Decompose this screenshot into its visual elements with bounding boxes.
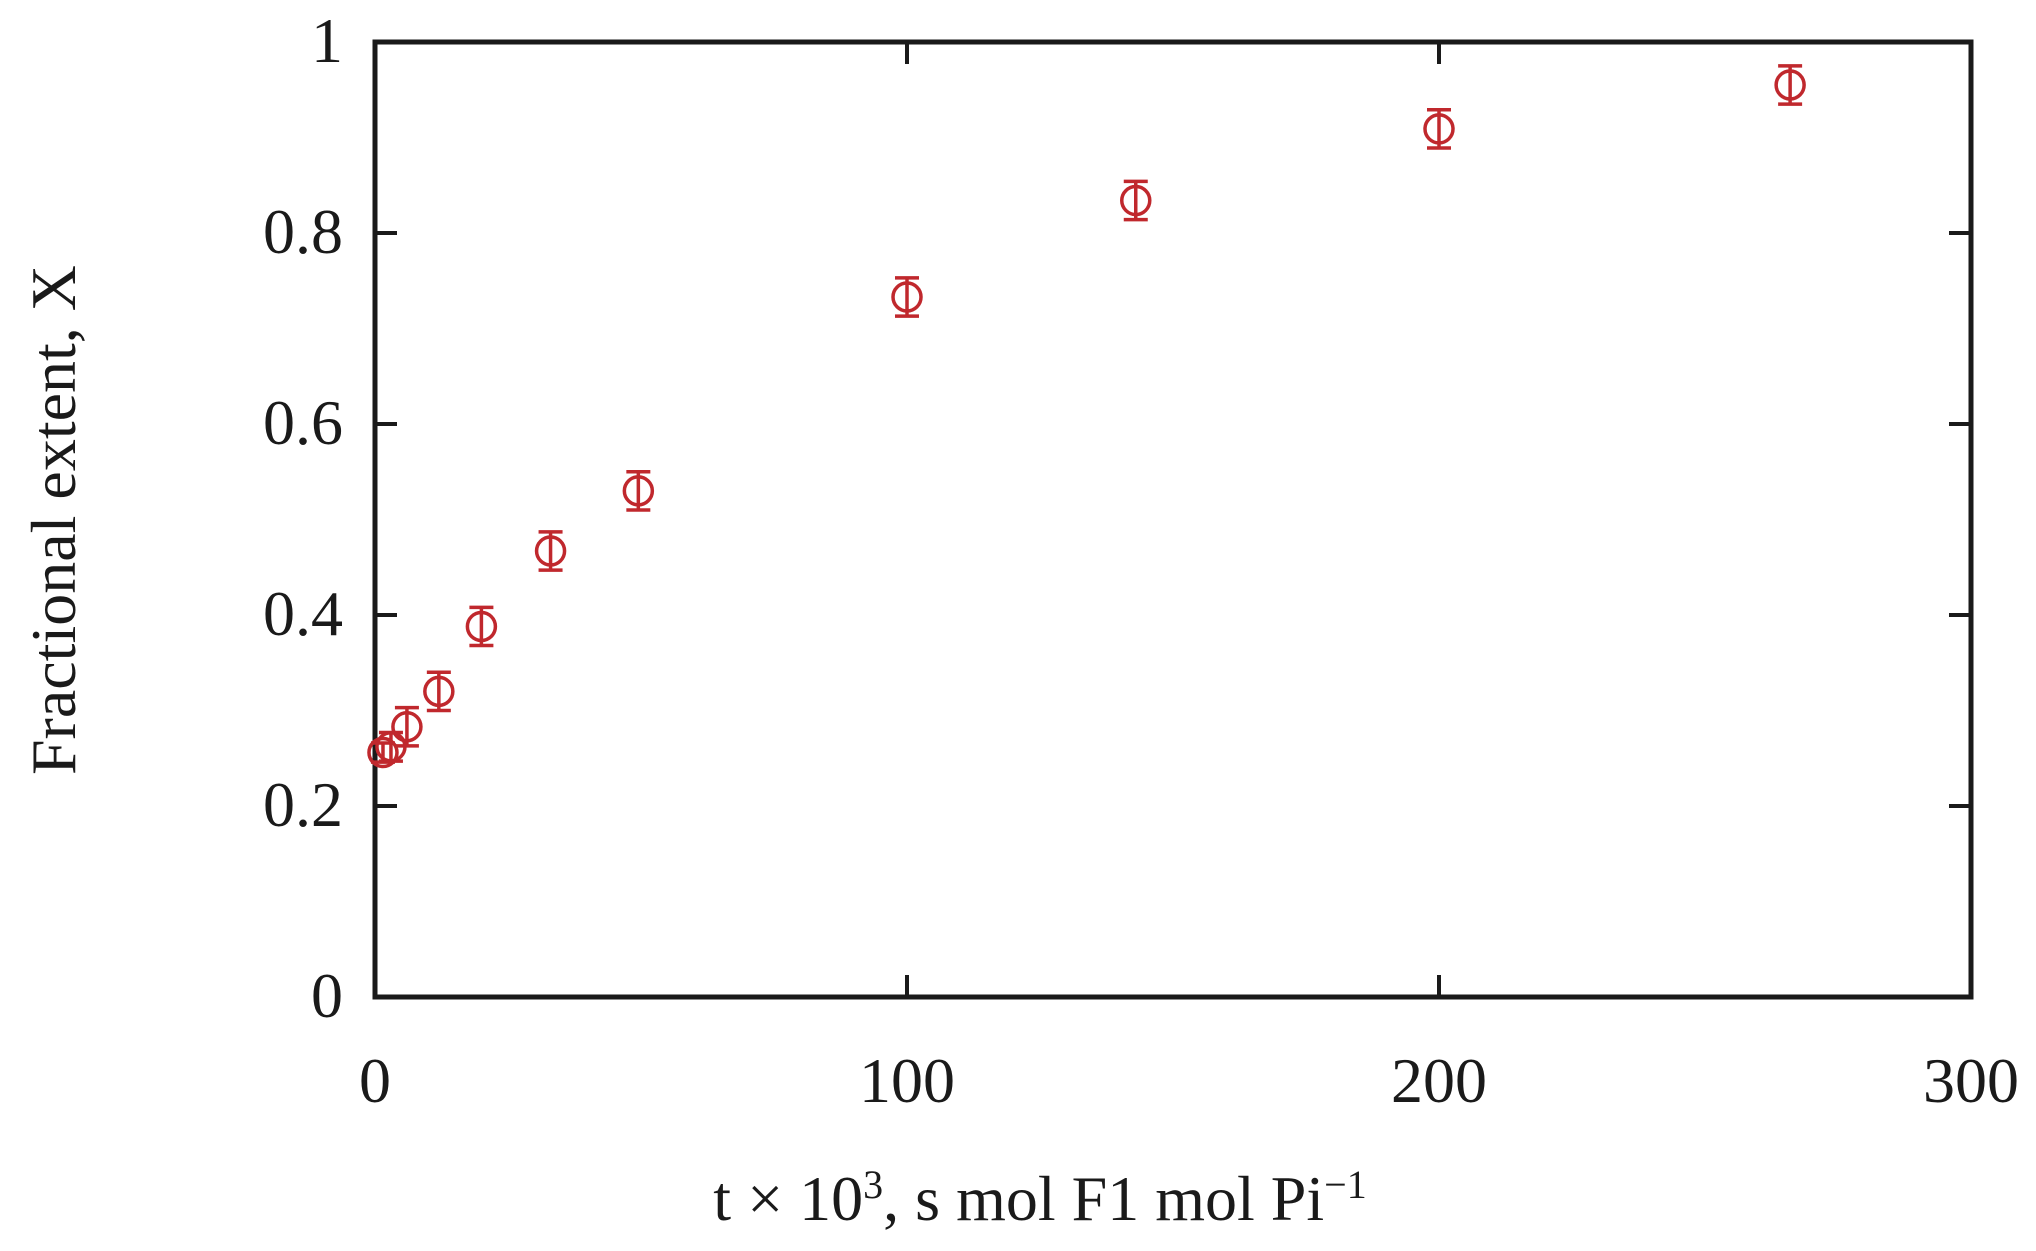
data-point — [1423, 108, 1455, 150]
y-ticks — [375, 231, 1971, 808]
x-tick-label: 200 — [1391, 1045, 1487, 1116]
point-marker — [391, 710, 423, 743]
data-point — [465, 605, 498, 648]
x-axis-label-sup2: −1 — [1324, 1162, 1367, 1207]
y-axis-label: Fractional extent, X — [18, 265, 89, 775]
point-marker — [1120, 184, 1152, 217]
point-marker — [367, 736, 399, 769]
point-marker — [891, 281, 923, 313]
x-axis-label-mid: , s mol F1 mol Pi — [883, 1163, 1324, 1234]
y-tick-label: 0.6 — [263, 387, 343, 458]
y-tick-label: 0.8 — [263, 196, 343, 267]
point-marker — [622, 475, 655, 507]
plot-frame — [372, 39, 1974, 1000]
y-tick-label: 1 — [311, 5, 343, 76]
point-marker — [465, 610, 498, 643]
data-point — [1120, 179, 1152, 222]
data-point — [423, 670, 455, 713]
data-point — [1774, 64, 1806, 106]
x-tick-label: 0 — [359, 1045, 391, 1116]
data-point — [391, 705, 423, 748]
point-marker — [423, 675, 455, 708]
x-tick-labels: 0 100 200 300 — [359, 1045, 2019, 1116]
point-marker — [534, 535, 567, 567]
x-axis-label-sup1: 3 — [863, 1162, 883, 1207]
y-tick-label: 0 — [311, 960, 343, 1031]
data-point — [534, 530, 567, 572]
y-tick-labels: 0 0.2 0.4 0.6 0.8 1 — [263, 5, 343, 1031]
data-points — [367, 64, 1806, 769]
data-point — [622, 470, 655, 512]
x-axis-label: t × 103, s mol F1 mol Pi−1 — [713, 1162, 1366, 1235]
x-tick-label: 100 — [859, 1045, 955, 1116]
point-marker — [1774, 69, 1806, 101]
data-point — [891, 276, 923, 318]
x-tick-label: 300 — [1923, 1045, 2019, 1116]
x-ticks — [905, 42, 1441, 997]
y-tick-label: 0.2 — [263, 769, 343, 840]
point-marker — [1423, 113, 1455, 145]
y-tick-label: 0.4 — [263, 578, 343, 649]
x-axis-label-pre: t × 10 — [713, 1163, 863, 1234]
